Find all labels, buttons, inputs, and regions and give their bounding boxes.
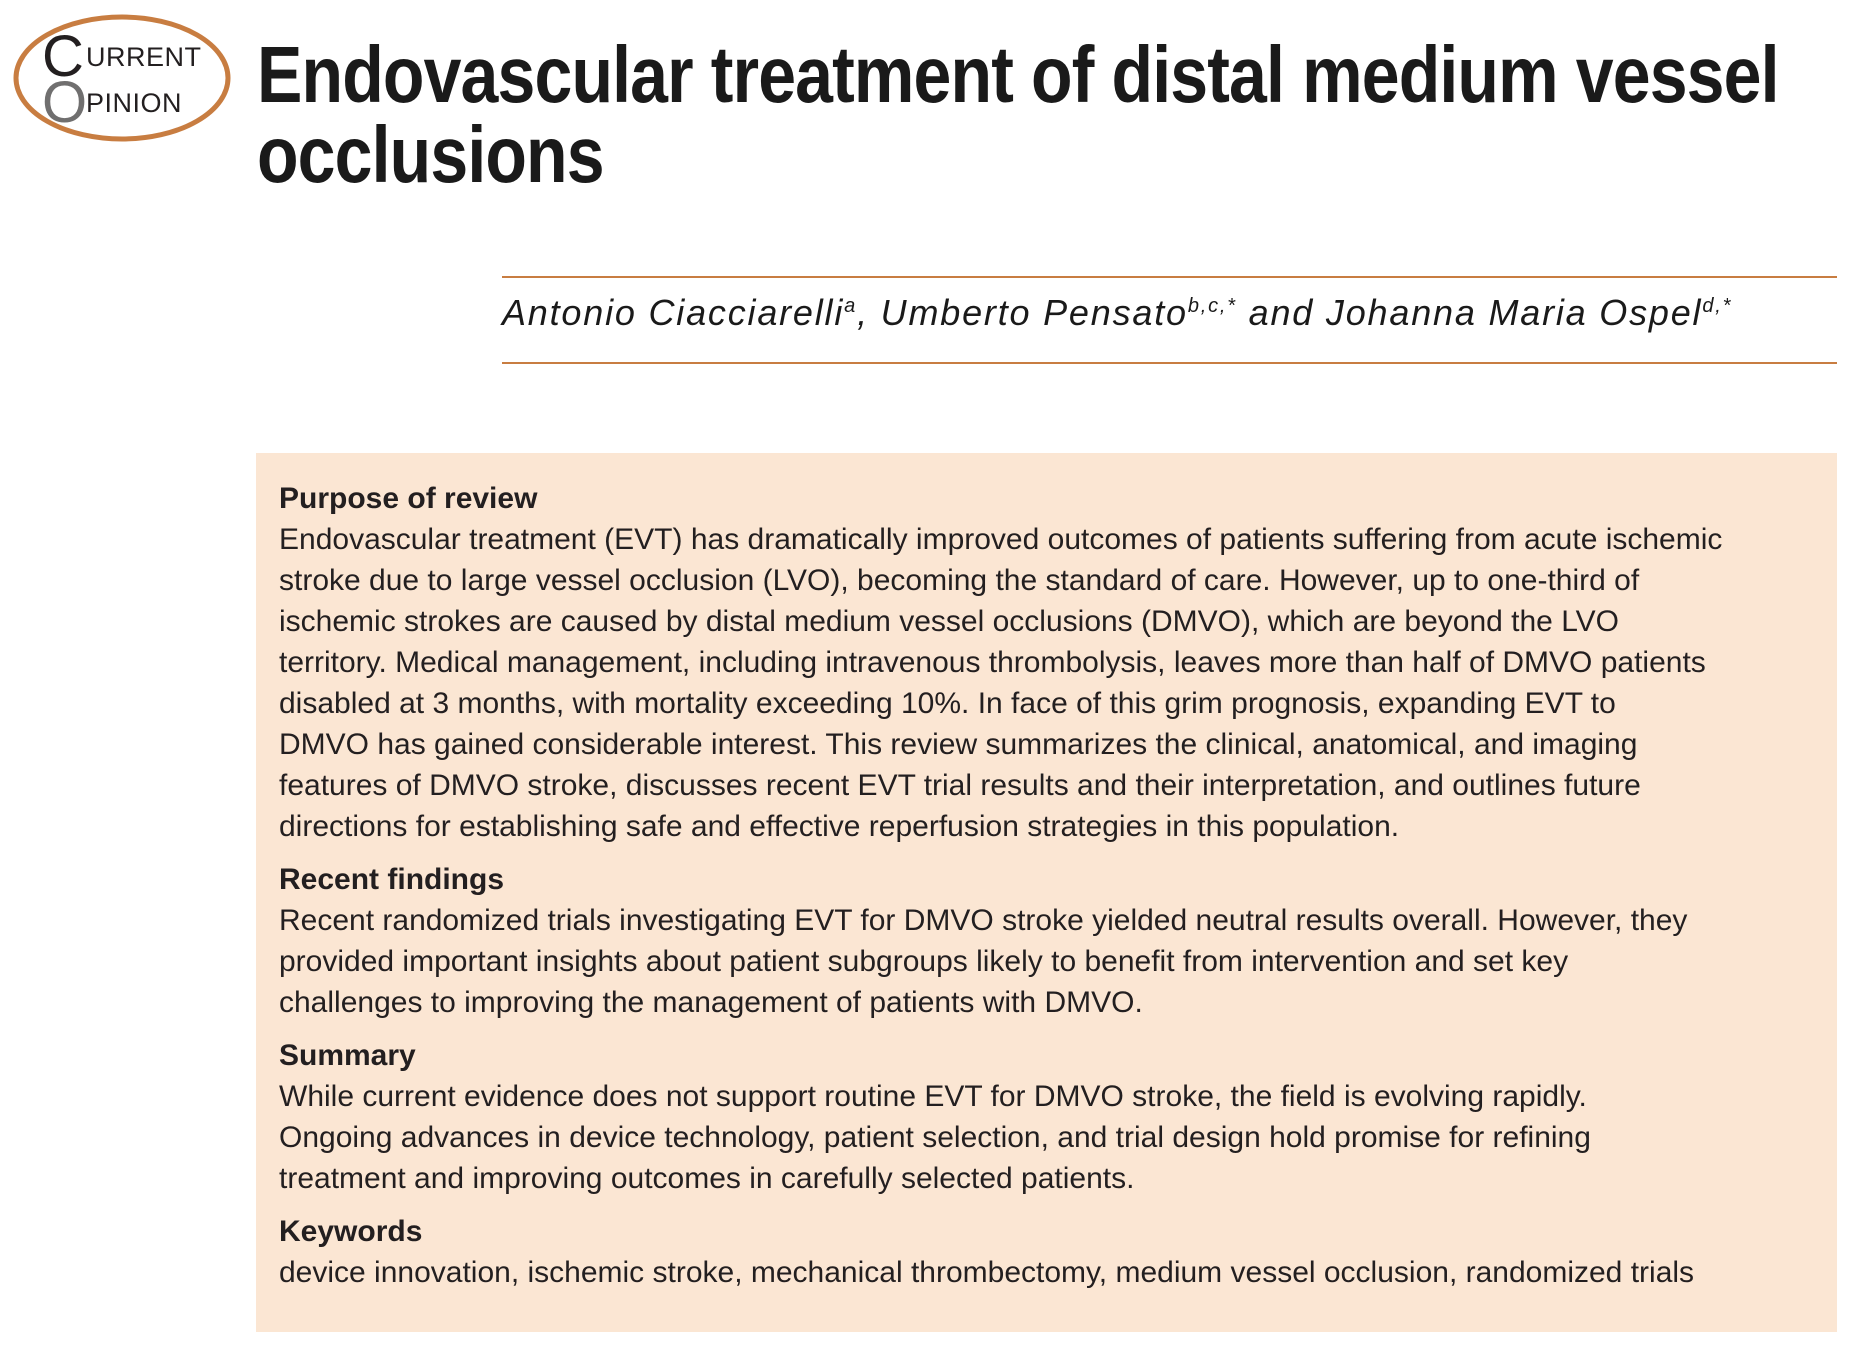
svg-text:O: O bbox=[42, 70, 87, 135]
svg-text:URRENT: URRENT bbox=[86, 42, 202, 72]
svg-text:PINION: PINION bbox=[86, 88, 182, 118]
